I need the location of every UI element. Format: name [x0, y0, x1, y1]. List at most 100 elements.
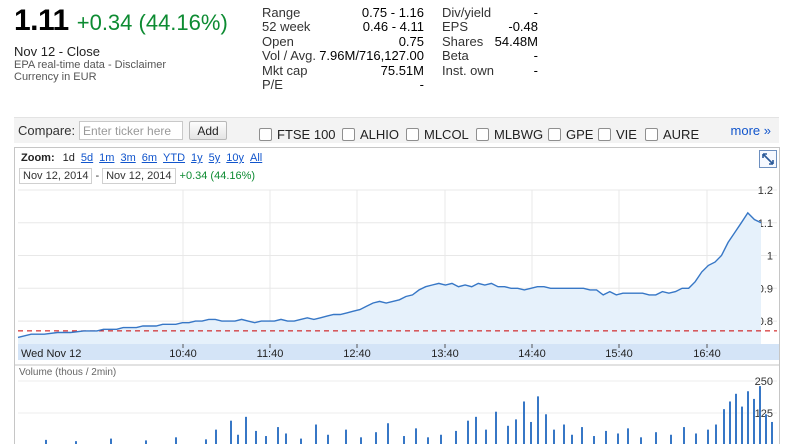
stat-label: Mkt cap [262, 62, 308, 78]
volume-bar [175, 437, 177, 444]
price-chart[interactable]: 0.8 0.9 1 1.1 1.2 Wed Nov 12 10:40 11:40 12:40 13… [14, 147, 780, 444]
volume-bar [605, 430, 607, 444]
stat-label: P/E [262, 77, 283, 93]
volume-bar [515, 419, 517, 444]
date-from-field[interactable]: Nov 12, 2014 [19, 168, 93, 184]
volume-bar [670, 434, 672, 444]
volume-bar [581, 427, 583, 444]
stat-value: - [533, 62, 538, 78]
stat-row: Open 0.75 [262, 33, 424, 49]
volume-bar [230, 420, 232, 444]
date-separator: - [95, 170, 100, 182]
compare-ticker-label: ALHIO [360, 126, 400, 142]
stat-value: - [419, 77, 424, 93]
volume-bar [300, 438, 302, 444]
x-tick-label: 14:40 [518, 348, 546, 360]
volume-bar [753, 398, 755, 444]
volume-bar [110, 438, 112, 444]
expand-icon [762, 153, 774, 165]
volume-bar [747, 391, 749, 444]
volume-bar [145, 440, 147, 444]
date-to-field[interactable]: Nov 12, 2014 [102, 168, 176, 184]
stat-label: Beta [442, 48, 469, 64]
volume-bar [765, 414, 767, 444]
zoom-option[interactable]: 5d [80, 152, 94, 164]
x-tick-label: 12:40 [343, 348, 371, 360]
stat-row: P/E - [262, 77, 424, 93]
checkbox[interactable] [598, 127, 611, 141]
volume-bar [360, 437, 362, 444]
volume-bar [741, 406, 743, 444]
zoom-option[interactable]: 1y [191, 152, 203, 164]
y-tick-label: 1.2 [758, 185, 773, 197]
zoom-option[interactable]: 5y [208, 152, 221, 164]
zoom-option[interactable]: 1m [99, 152, 115, 164]
price-change: +0.34 (44.16%) [76, 10, 228, 35]
zoom-option[interactable]: YTD [163, 152, 186, 164]
volume-tick-label: 250 [755, 376, 773, 388]
compare-label: Compare: [18, 123, 76, 138]
zoom-controls: Zoom: 1d 5d 1m 3m 6m YTD 1y 5y 10y All [21, 152, 268, 164]
stat-row: Vol / Avg. 7.96M/716,127.00 [262, 48, 424, 63]
expand-chart-button[interactable] [759, 150, 777, 168]
zoom-option[interactable]: All [250, 152, 263, 164]
chart-canvas[interactable]: 0.8 0.9 1 1.1 1.2 Wed Nov 12 10:40 11:40 12:40 13… [15, 148, 779, 444]
compare-ticker[interactable]: AURE [645, 124, 699, 144]
price-line [17, 211, 762, 339]
compare-ticker[interactable]: MLBWG [476, 124, 543, 144]
compare-bar: Compare: Add FTSE 100 ALHIO MLCOL MLBWG GPE V… [14, 117, 779, 143]
stat-value: 0.75 - 1.16 [361, 5, 424, 20]
data-source-disclaimer[interactable]: EPA real-time data - Disclaimer [14, 59, 167, 71]
currency-info: Currency in EUR [14, 71, 97, 83]
compare-ticker-label: GPE [566, 126, 594, 142]
checkbox[interactable] [548, 127, 561, 141]
volume-bar [265, 436, 267, 444]
compare-ticker-label: MLBWG [494, 126, 544, 142]
checkbox[interactable] [406, 127, 419, 141]
compare-ticker[interactable]: MLCOL [406, 124, 469, 144]
key-stats-right: Div/yield - EPS -0.48 Shares 54.48M Beta - Inst.… [442, 5, 538, 78]
y-tick-label: 0.8 [758, 316, 773, 328]
volume-bar [655, 432, 657, 444]
volume-bar [387, 423, 389, 444]
add-ticker-button[interactable]: Add [189, 121, 227, 140]
volume-bar [593, 436, 595, 444]
zoom-option[interactable]: 6m [141, 152, 158, 164]
zoom-label: Zoom: [21, 152, 55, 164]
volume-bar [403, 436, 405, 444]
ticker-input[interactable] [79, 121, 183, 140]
price-area [18, 212, 761, 344]
compare-ticker[interactable]: GPE [548, 124, 593, 144]
checkbox[interactable] [342, 127, 355, 141]
volume-bar [45, 439, 47, 444]
volume-bar [707, 429, 709, 444]
volume-bar [415, 428, 417, 444]
checkbox[interactable] [476, 127, 489, 141]
stat-value: 54.48M [494, 33, 538, 49]
compare-ticker[interactable]: ALHIO [342, 124, 399, 144]
compare-ticker-label: VIE [616, 126, 637, 142]
zoom-option[interactable]: 1d [62, 152, 75, 164]
volume-bar [255, 430, 257, 444]
more-tickers-link[interactable]: more » [730, 123, 771, 138]
compare-ticker[interactable]: FTSE 100 [259, 124, 336, 144]
volume-bar [277, 427, 279, 444]
volume-bar [455, 430, 457, 444]
checkbox[interactable] [645, 127, 658, 141]
volume-bar [485, 429, 487, 444]
checkbox[interactable] [259, 127, 272, 141]
compare-ticker-label: AURE [663, 126, 700, 142]
zoom-option[interactable]: 10y [226, 152, 245, 164]
volume-bar [215, 429, 217, 444]
date-range: Nov 12, 2014 - Nov 12, 2014 +0.34 (44.16… [19, 168, 255, 184]
volume-bar [735, 393, 737, 444]
x-tick-label: 11:40 [257, 348, 284, 360]
stat-label: 52 week [262, 19, 311, 35]
stat-label: Open [262, 33, 294, 49]
quote-summary: 1.11 +0.34 (44.16%) Nov 12 - Close EPA re… [14, 4, 254, 83]
volume-bar [375, 432, 377, 444]
compare-ticker[interactable]: VIE [598, 124, 637, 144]
stat-label: EPS [442, 19, 469, 35]
zoom-option[interactable]: 3m [120, 152, 136, 164]
key-stats-left: Range 0.75 - 1.16 52 week 0.46 - 4.11 Open 0.… [262, 5, 424, 93]
